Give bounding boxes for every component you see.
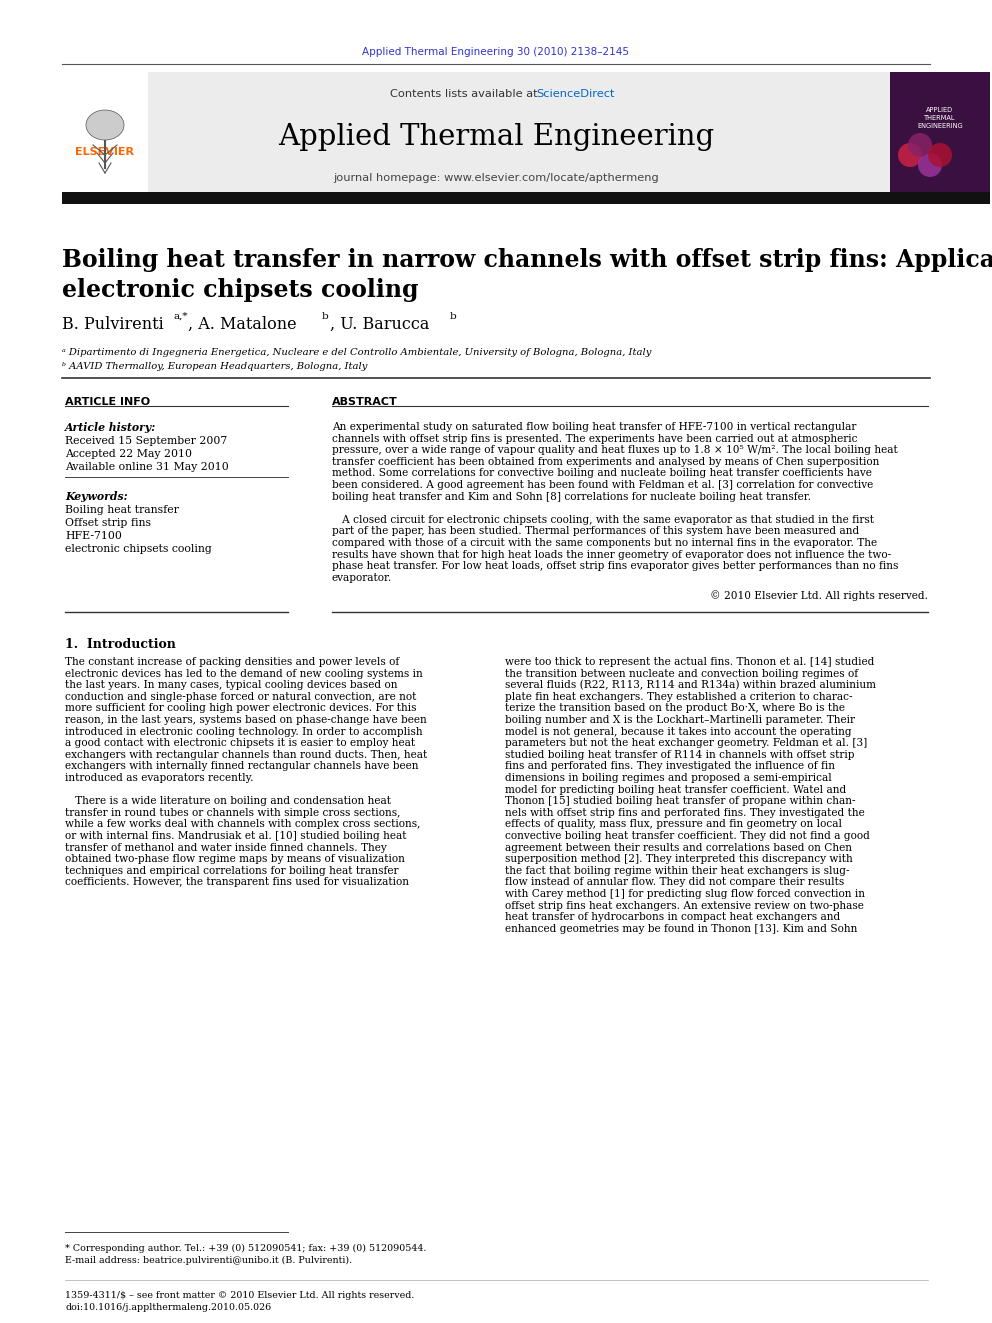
Text: Thonon [15] studied boiling heat transfer of propane within chan-: Thonon [15] studied boiling heat transfe… xyxy=(505,796,855,806)
Text: The constant increase of packing densities and power levels of: The constant increase of packing densiti… xyxy=(65,658,399,667)
Bar xyxy=(62,192,990,204)
Bar xyxy=(62,71,148,198)
Text: * Corresponding author. Tel.: +39 (0) 512090541; fax: +39 (0) 512090544.: * Corresponding author. Tel.: +39 (0) 51… xyxy=(65,1244,427,1253)
Text: the transition between nucleate and convection boiling regimes of: the transition between nucleate and conv… xyxy=(505,668,858,679)
Text: Boiling heat transfer in narrow channels with offset strip fins: Application to
: Boiling heat transfer in narrow channels… xyxy=(62,247,992,302)
Text: HFE-7100: HFE-7100 xyxy=(65,531,122,541)
Text: 1359-4311/$ – see front matter © 2010 Elsevier Ltd. All rights reserved.: 1359-4311/$ – see front matter © 2010 El… xyxy=(65,1291,415,1301)
Text: superposition method [2]. They interpreted this discrepancy with: superposition method [2]. They interpret… xyxy=(505,855,853,864)
Text: APPLIED
THERMAL
ENGINEERING: APPLIED THERMAL ENGINEERING xyxy=(918,107,963,128)
Text: evaporator.: evaporator. xyxy=(332,573,392,583)
Text: Available online 31 May 2010: Available online 31 May 2010 xyxy=(65,462,229,472)
Text: parameters but not the heat exchanger geometry. Feldman et al. [3]: parameters but not the heat exchanger ge… xyxy=(505,738,867,749)
Text: fins and perforated fins. They investigated the influence of fin: fins and perforated fins. They investiga… xyxy=(505,762,835,771)
Bar xyxy=(890,71,990,198)
Text: flow instead of annular flow. They did not compare their results: flow instead of annular flow. They did n… xyxy=(505,877,844,888)
Text: were too thick to represent the actual fins. Thonon et al. [14] studied: were too thick to represent the actual f… xyxy=(505,658,874,667)
Text: b: b xyxy=(450,312,456,321)
Text: obtained two-phase flow regime maps by means of visualization: obtained two-phase flow regime maps by m… xyxy=(65,855,405,864)
Text: the last years. In many cases, typical cooling devices based on: the last years. In many cases, typical c… xyxy=(65,680,398,691)
Text: Applied Thermal Engineering: Applied Thermal Engineering xyxy=(278,123,714,151)
Text: ᵇ AAVID Thermalloy, European Headquarters, Bologna, Italy: ᵇ AAVID Thermalloy, European Headquarter… xyxy=(62,363,367,370)
Text: compared with those of a circuit with the same components but no internal fins i: compared with those of a circuit with th… xyxy=(332,538,877,548)
Text: transfer coefficient has been obtained from experiments and analysed by means of: transfer coefficient has been obtained f… xyxy=(332,456,879,467)
Text: exchangers with rectangular channels than round ducts. Then, heat: exchangers with rectangular channels tha… xyxy=(65,750,428,759)
Text: while a few works deal with channels with complex cross sections,: while a few works deal with channels wit… xyxy=(65,819,421,830)
Bar xyxy=(148,71,890,198)
Text: E-mail address: beatrice.pulvirenti@unibo.it (B. Pulvirenti).: E-mail address: beatrice.pulvirenti@unib… xyxy=(65,1256,352,1265)
Text: pressure, over a wide range of vapour quality and heat fluxes up to 1.8 × 10⁵ W/: pressure, over a wide range of vapour qu… xyxy=(332,446,898,455)
Text: ARTICLE INFO: ARTICLE INFO xyxy=(65,397,150,407)
Text: or with internal fins. Mandrusiak et al. [10] studied boiling heat: or with internal fins. Mandrusiak et al.… xyxy=(65,831,407,841)
Text: enhanced geometries may be found in Thonon [13]. Kim and Sohn: enhanced geometries may be found in Thon… xyxy=(505,923,857,934)
Text: techniques and empirical correlations for boiling heat transfer: techniques and empirical correlations fo… xyxy=(65,865,399,876)
Text: conduction and single-phase forced or natural convection, are not: conduction and single-phase forced or na… xyxy=(65,692,417,701)
Text: with Carey method [1] for predicting slug flow forced convection in: with Carey method [1] for predicting slu… xyxy=(505,889,865,900)
Circle shape xyxy=(898,143,922,167)
Text: Received 15 September 2007: Received 15 September 2007 xyxy=(65,437,227,446)
Text: transfer in round tubes or channels with simple cross sections,: transfer in round tubes or channels with… xyxy=(65,808,401,818)
Text: , A. Matalone: , A. Matalone xyxy=(188,316,297,333)
Text: © 2010 Elsevier Ltd. All rights reserved.: © 2010 Elsevier Ltd. All rights reserved… xyxy=(710,590,928,601)
Text: been considered. A good agreement has been found with Feldman et al. [3] correla: been considered. A good agreement has be… xyxy=(332,480,873,490)
Text: more sufficient for cooling high power electronic devices. For this: more sufficient for cooling high power e… xyxy=(65,704,417,713)
Text: agreement between their results and correlations based on Chen: agreement between their results and corr… xyxy=(505,843,852,852)
Text: electronic chipsets cooling: electronic chipsets cooling xyxy=(65,544,211,554)
Text: An experimental study on saturated flow boiling heat transfer of HFE-7100 in ver: An experimental study on saturated flow … xyxy=(332,422,856,433)
Text: a good contact with electronic chipsets it is easier to employ heat: a good contact with electronic chipsets … xyxy=(65,738,415,749)
Text: method. Some correlations for convective boiling and nucleate boiling heat trans: method. Some correlations for convective… xyxy=(332,468,872,479)
Text: ᵃ Dipartimento di Ingegneria Energetica, Nucleare e del Controllo Ambientale, Un: ᵃ Dipartimento di Ingegneria Energetica,… xyxy=(62,348,652,357)
Text: ABSTRACT: ABSTRACT xyxy=(332,397,398,407)
Text: Offset strip fins: Offset strip fins xyxy=(65,519,151,528)
Text: B. Pulvirenti: B. Pulvirenti xyxy=(62,316,164,333)
Text: several fluids (R22, R113, R114 and R134a) within brazed aluminium: several fluids (R22, R113, R114 and R134… xyxy=(505,680,876,691)
Circle shape xyxy=(908,134,932,157)
Text: part of the paper, has been studied. Thermal performances of this system have be: part of the paper, has been studied. The… xyxy=(332,527,859,536)
Text: terize the transition based on the product Bo·X, where Bo is the: terize the transition based on the produ… xyxy=(505,704,845,713)
Text: A closed circuit for electronic chipsets cooling, with the same evaporator as th: A closed circuit for electronic chipsets… xyxy=(332,515,874,525)
Text: dimensions in boiling regimes and proposed a semi-empirical: dimensions in boiling regimes and propos… xyxy=(505,773,831,783)
Text: the fact that boiling regime within their heat exchangers is slug-: the fact that boiling regime within thei… xyxy=(505,865,849,876)
Text: transfer of methanol and water inside finned channels. They: transfer of methanol and water inside fi… xyxy=(65,843,387,852)
Text: model is not general, because it takes into account the operating: model is not general, because it takes i… xyxy=(505,726,851,737)
Text: offset strip fins heat exchangers. An extensive review on two-phase: offset strip fins heat exchangers. An ex… xyxy=(505,901,864,910)
Text: boiling heat transfer and Kim and Sohn [8] correlations for nucleate boiling hea: boiling heat transfer and Kim and Sohn [… xyxy=(332,492,811,501)
Text: Article history:: Article history: xyxy=(65,422,157,433)
Text: model for predicting boiling heat transfer coefficient. Watel and: model for predicting boiling heat transf… xyxy=(505,785,846,795)
Text: Boiling heat transfer: Boiling heat transfer xyxy=(65,505,179,515)
Text: coefficients. However, the transparent fins used for visualization: coefficients. However, the transparent f… xyxy=(65,877,409,888)
Text: studied boiling heat transfer of R114 in channels with offset strip: studied boiling heat transfer of R114 in… xyxy=(505,750,854,759)
Text: exchangers with internally finned rectangular channels have been: exchangers with internally finned rectan… xyxy=(65,762,419,771)
Text: channels with offset strip fins is presented. The experiments have been carried : channels with offset strip fins is prese… xyxy=(332,434,857,443)
Text: b: b xyxy=(322,312,328,321)
Text: convective boiling heat transfer coefficient. They did not find a good: convective boiling heat transfer coeffic… xyxy=(505,831,870,841)
Text: effects of quality, mass flux, pressure and fin geometry on local: effects of quality, mass flux, pressure … xyxy=(505,819,842,830)
Text: boiling number and X is the Lockhart–Martinelli parameter. Their: boiling number and X is the Lockhart–Mar… xyxy=(505,714,855,725)
Text: ELSEVIER: ELSEVIER xyxy=(75,147,135,157)
Text: electronic devices has led to the demand of new cooling systems in: electronic devices has led to the demand… xyxy=(65,668,423,679)
Text: introduced in electronic cooling technology. In order to accomplish: introduced in electronic cooling technol… xyxy=(65,726,423,737)
Text: phase heat transfer. For low heat loads, offset strip fins evaporator gives bett: phase heat transfer. For low heat loads,… xyxy=(332,561,899,572)
Ellipse shape xyxy=(86,110,124,140)
Circle shape xyxy=(928,143,952,167)
Text: , U. Barucca: , U. Barucca xyxy=(330,316,430,333)
Text: doi:10.1016/j.applthermaleng.2010.05.026: doi:10.1016/j.applthermaleng.2010.05.026 xyxy=(65,1303,271,1312)
Text: ScienceDirect: ScienceDirect xyxy=(536,89,614,99)
Text: nels with offset strip fins and perforated fins. They investigated the: nels with offset strip fins and perforat… xyxy=(505,808,865,818)
Text: Keywords:: Keywords: xyxy=(65,491,128,501)
Text: a,*: a,* xyxy=(174,312,188,321)
Text: heat transfer of hydrocarbons in compact heat exchangers and: heat transfer of hydrocarbons in compact… xyxy=(505,912,840,922)
Text: Applied Thermal Engineering 30 (2010) 2138–2145: Applied Thermal Engineering 30 (2010) 21… xyxy=(362,48,630,57)
Text: reason, in the last years, systems based on phase-change have been: reason, in the last years, systems based… xyxy=(65,714,427,725)
Circle shape xyxy=(918,153,942,177)
Text: Accepted 22 May 2010: Accepted 22 May 2010 xyxy=(65,448,192,459)
Text: There is a wide literature on boiling and condensation heat: There is a wide literature on boiling an… xyxy=(65,796,391,806)
Text: 1.  Introduction: 1. Introduction xyxy=(65,638,176,651)
Text: results have shown that for high heat loads the inner geometry of evaporator doe: results have shown that for high heat lo… xyxy=(332,549,891,560)
Text: Contents lists available at: Contents lists available at xyxy=(390,89,542,99)
Text: introduced as evaporators recently.: introduced as evaporators recently. xyxy=(65,773,254,783)
Text: journal homepage: www.elsevier.com/locate/apthermeng: journal homepage: www.elsevier.com/locat… xyxy=(333,173,659,183)
Text: plate fin heat exchangers. They established a criterion to charac-: plate fin heat exchangers. They establis… xyxy=(505,692,852,701)
